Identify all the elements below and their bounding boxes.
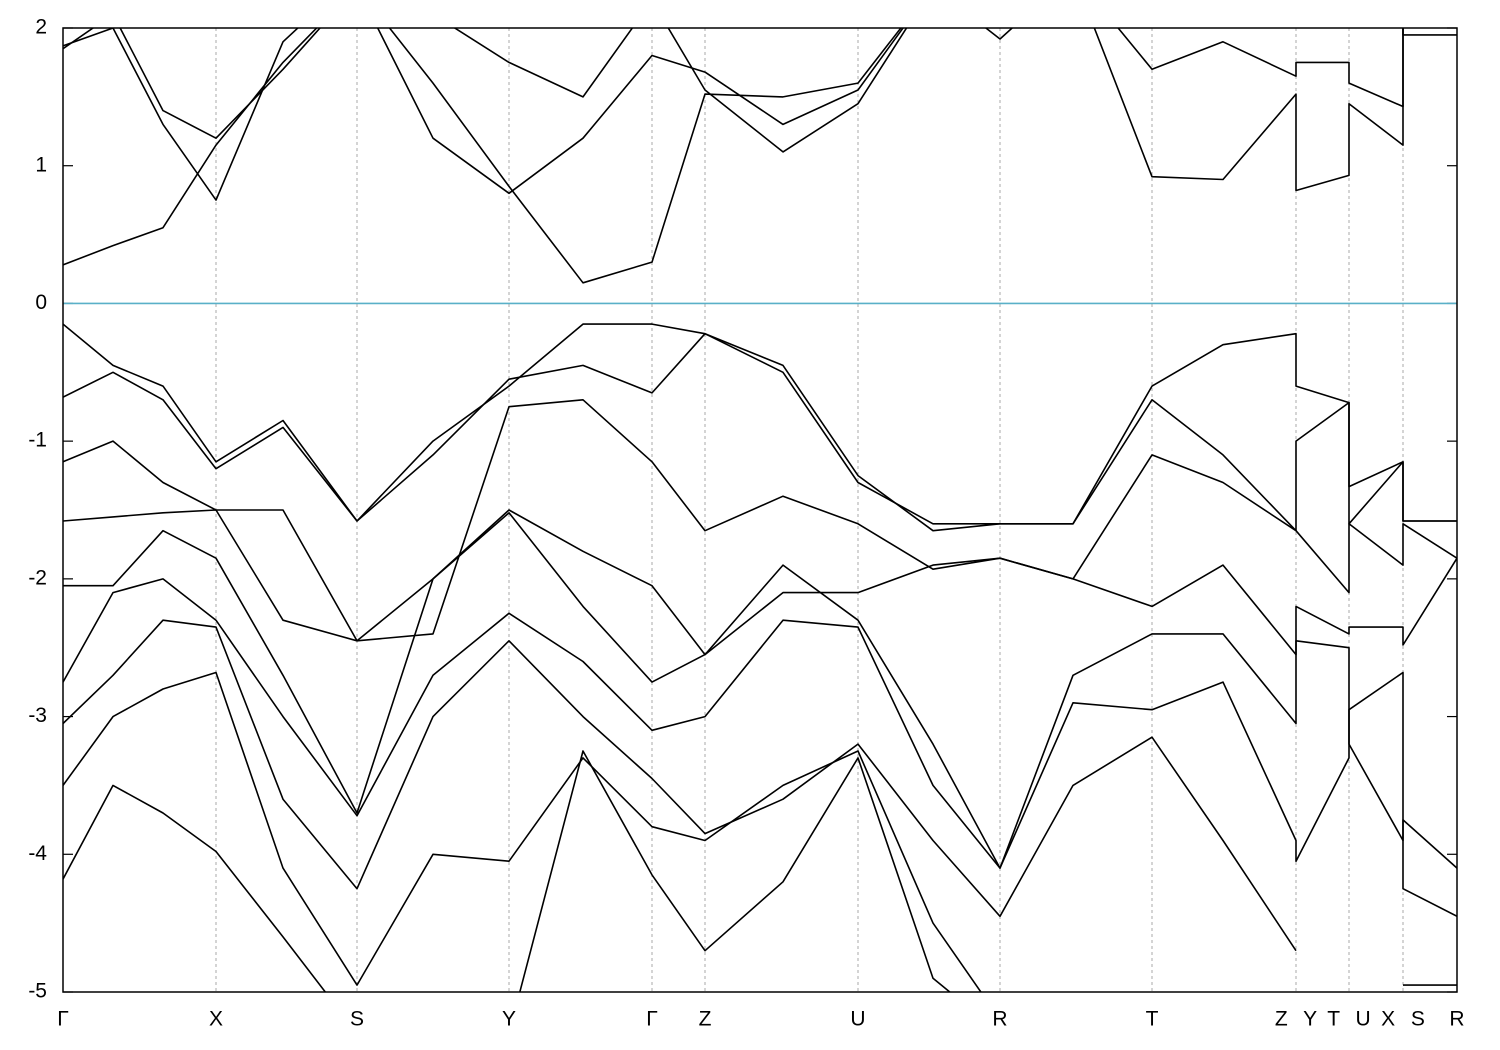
band-line [63, 28, 1404, 284]
x-tick-label: Z Y [1275, 1008, 1317, 1031]
x-tick-label: X S [1381, 1008, 1425, 1031]
y-tick-label: 2 [35, 16, 47, 39]
y-tick-label: -2 [28, 566, 47, 589]
band-line [63, 323, 1457, 525]
band-line [63, 511, 1457, 869]
x-tick-label: S [350, 1008, 364, 1031]
x-tick-label: Y [502, 1008, 516, 1031]
x-tick-label: X [209, 1008, 223, 1031]
axis-labels: -5 -4 -3 -2 -1 0 1 2 Γ X S Y Γ Z U R T Z Y T U X S R [28, 16, 1464, 1031]
x-tick-label: T U [1327, 1008, 1370, 1031]
band-line [63, 28, 1457, 201]
band-line [63, 509, 1457, 656]
band-line [63, 399, 1457, 642]
y-tick-label: -5 [28, 980, 47, 1003]
band-line [63, 28, 1404, 195]
bands [63, 28, 1457, 992]
x-tick-label: Γ [646, 1008, 658, 1031]
frame [62, 27, 1458, 993]
x-tick-label: Γ [57, 1008, 69, 1031]
y-tick-label: 1 [35, 153, 47, 176]
y-tick-label: -3 [28, 704, 47, 727]
band-line [63, 619, 1457, 986]
band-line [63, 750, 952, 992]
x-tick-label: T [1146, 1008, 1159, 1031]
band-line [63, 578, 1457, 918]
x-tick-label: U [850, 1008, 865, 1031]
x-tick-label: R [992, 1008, 1007, 1031]
y-tick-label: 0 [35, 291, 47, 314]
y-tick-label: -4 [28, 842, 47, 865]
y-tick-label: -1 [28, 429, 47, 452]
x-tick-label: Z [699, 1008, 712, 1031]
band-line [63, 671, 982, 992]
band-line [63, 332, 1457, 532]
x-tick-label: R [1449, 1008, 1464, 1031]
